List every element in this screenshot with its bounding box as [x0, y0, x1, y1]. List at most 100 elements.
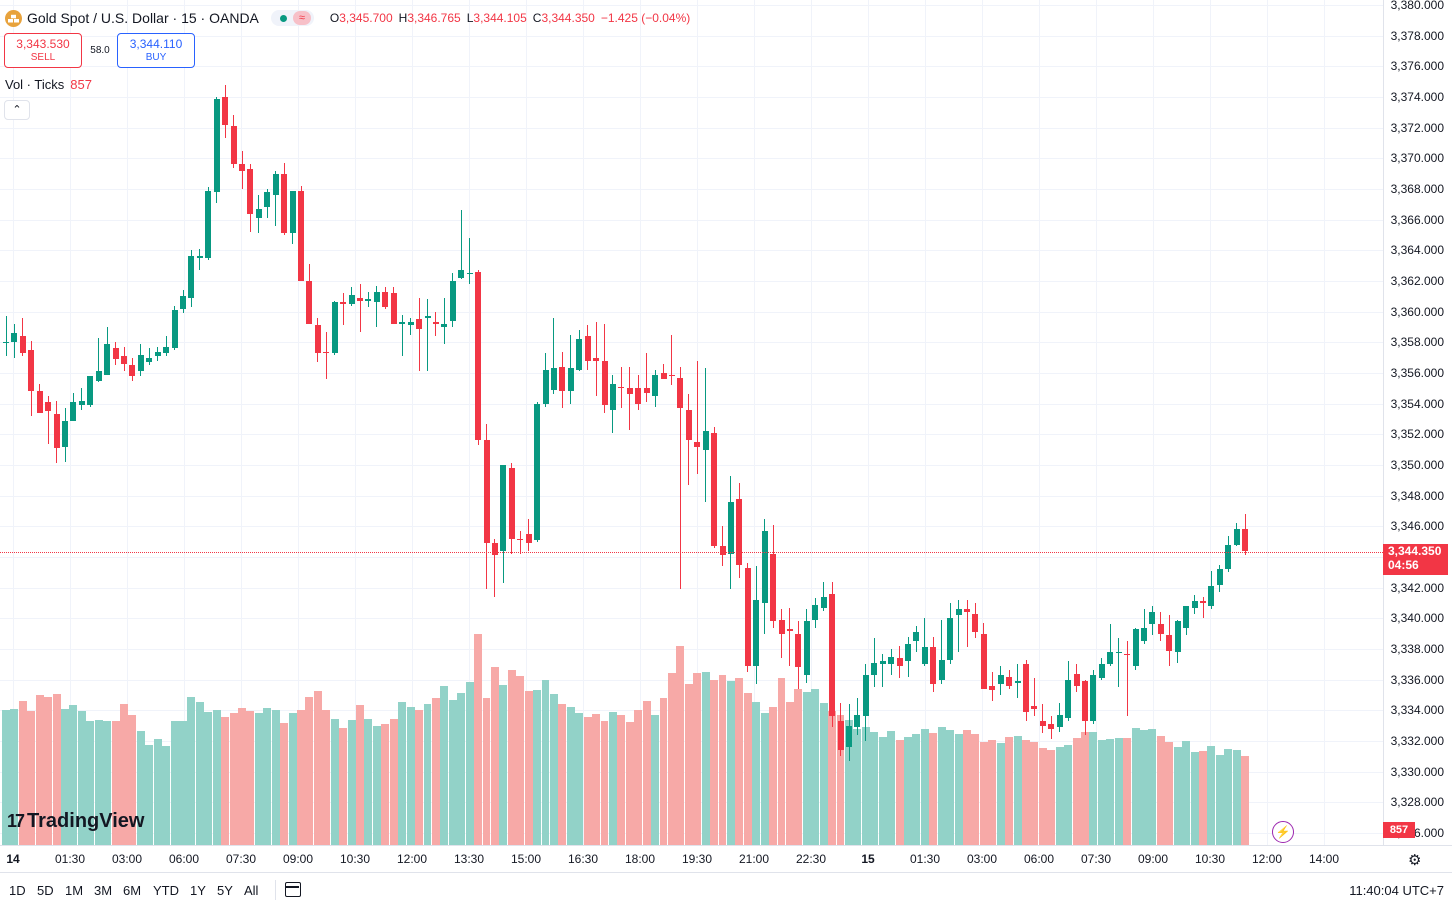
- ohlc-key: C: [532, 11, 542, 25]
- volume-bar: [398, 702, 407, 845]
- candle-body: [938, 659, 945, 680]
- candle-body: [78, 400, 85, 406]
- clock[interactable]: 11:40:04 UTC+7: [1349, 883, 1444, 898]
- candle-body: [348, 294, 355, 304]
- candle-wick: [1033, 678, 1035, 717]
- candle-body: [601, 360, 608, 406]
- chart-pane[interactable]: Gold Spot / U.S. Dollar · 15 · OANDA ≈ O…: [0, 0, 1383, 845]
- candle-body: [1115, 652, 1122, 654]
- candle-body: [871, 662, 878, 676]
- symbol-name[interactable]: Gold Spot / U.S. Dollar: [27, 10, 169, 26]
- market-open-dot-icon: [279, 14, 287, 22]
- candle-body: [137, 354, 144, 372]
- grid-line: [241, 0, 242, 845]
- symbol-legend[interactable]: Gold Spot / U.S. Dollar · 15 · OANDA ≈ O…: [5, 8, 696, 28]
- volume-bar: [617, 715, 626, 845]
- candle-body: [955, 609, 962, 616]
- volume-bar: [634, 709, 643, 845]
- range-button-1m[interactable]: 1M: [65, 883, 84, 898]
- tradingview-watermark[interactable]: 17 TradingView: [7, 810, 144, 833]
- ohlc-value: 3,345.700: [339, 11, 393, 25]
- grid-line: [0, 128, 1383, 129]
- price-tick: 3,362.000: [1390, 274, 1444, 288]
- volume-bar: [1038, 747, 1047, 845]
- volume-bar: [1215, 754, 1224, 845]
- candle-body: [70, 402, 77, 421]
- volume-bar: [1131, 727, 1140, 845]
- candle-body: [593, 357, 600, 361]
- price-tick: 3,328.000: [1390, 795, 1444, 810]
- range-button-3m[interactable]: 3M: [94, 883, 113, 898]
- candle-wick: [435, 311, 437, 337]
- range-button-ytd[interactable]: YTD: [153, 883, 179, 898]
- range-button-6m[interactable]: 6M: [123, 883, 142, 898]
- candle-body: [28, 350, 35, 392]
- price-tick: 3,340.000: [1390, 611, 1444, 626]
- candle-body: [365, 299, 372, 301]
- spread-value: 58.0: [90, 45, 110, 56]
- volume-bar: [474, 634, 482, 845]
- candle-body: [1141, 627, 1148, 642]
- candle-body: [323, 351, 330, 354]
- candle-body: [1039, 721, 1046, 726]
- price-change: −1.425 (−0.04%): [600, 11, 691, 25]
- grid-line: [0, 97, 1383, 98]
- candle-body: [357, 297, 364, 301]
- delayed-data-icon[interactable]: ≈: [292, 11, 311, 25]
- range-button-1d[interactable]: 1D: [9, 883, 26, 898]
- candle-body: [1132, 629, 1139, 666]
- candle-wick: [882, 653, 884, 688]
- candle-wick: [781, 609, 783, 659]
- range-button-5y[interactable]: 5Y: [217, 883, 233, 898]
- volume-bar: [1022, 740, 1030, 845]
- lightning-icon[interactable]: ⚡: [1272, 821, 1294, 843]
- candle-body: [1090, 675, 1097, 722]
- price-tick: 3,376.000: [1390, 59, 1444, 74]
- price-tick: 3,360.000: [1390, 304, 1444, 319]
- candle-body: [997, 675, 1004, 685]
- range-button-all[interactable]: All: [244, 883, 259, 898]
- volume-bar: [642, 700, 651, 845]
- price-scale[interactable]: 3,380.000 3,378.000 3,376.000 3,374.000 3,37…: [1383, 0, 1452, 845]
- candle-wick: [418, 297, 420, 372]
- volume-bar: [330, 718, 339, 845]
- buy-button[interactable]: 3,344.110 BUY: [117, 33, 195, 68]
- volume-bar: [339, 727, 348, 845]
- exchange[interactable]: OANDA: [209, 10, 259, 26]
- time-tick: 12:00: [396, 852, 428, 866]
- volume-bar: [18, 700, 27, 845]
- market-status-toggle[interactable]: ≈: [270, 10, 314, 26]
- time-axis[interactable]: 14 01:30 03:00 06:00 07:30 09:00 10:30 12:00 13:…: [0, 845, 1452, 872]
- range-button-5d[interactable]: 5D: [37, 883, 54, 898]
- gear-icon[interactable]: ⚙: [1408, 852, 1422, 869]
- candle-wick: [81, 388, 83, 410]
- volume-legend[interactable]: Vol · Ticks 857: [5, 77, 92, 92]
- volume-bar: [1232, 750, 1241, 845]
- candle-body: [517, 538, 524, 541]
- grid-line: [1153, 0, 1154, 845]
- volume-bar: [667, 673, 676, 845]
- volume-bar: [684, 684, 693, 845]
- range-button-1y[interactable]: 1Y: [190, 883, 206, 898]
- candle-body: [896, 658, 903, 666]
- candle-body: [255, 208, 262, 219]
- candle-body: [508, 468, 515, 539]
- candle-body: [1225, 544, 1232, 570]
- candle-body: [205, 190, 212, 258]
- volume-bar: [743, 693, 752, 845]
- candle-body: [820, 596, 827, 608]
- candle-body: [306, 281, 313, 324]
- volume-bar: [549, 694, 558, 845]
- grid-line: [0, 312, 1383, 313]
- candle-body: [264, 192, 271, 208]
- candle-body: [331, 302, 338, 354]
- calendar-range-icon[interactable]: [285, 882, 301, 897]
- interval[interactable]: 15: [181, 10, 197, 26]
- grid-line: [1096, 0, 1097, 845]
- sell-button[interactable]: 3,343.530 SELL: [4, 33, 82, 68]
- volume-bar: [904, 736, 912, 845]
- candle-body: [980, 633, 987, 689]
- candle-body: [761, 530, 768, 603]
- grid-line: [184, 0, 185, 845]
- collapse-legend-button[interactable]: ⌃: [4, 100, 30, 120]
